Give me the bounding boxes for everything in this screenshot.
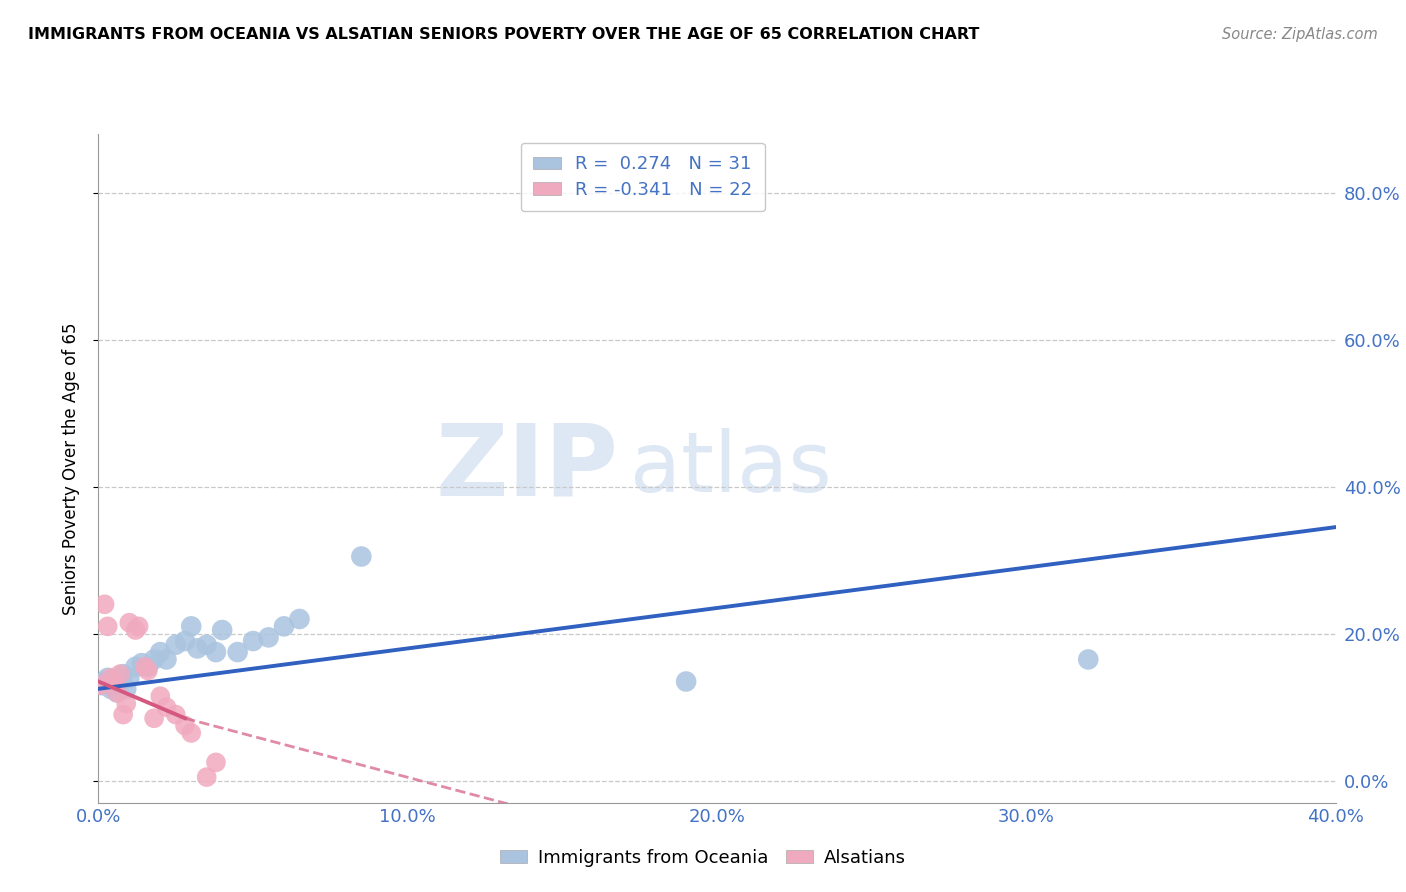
- Point: [93, 597, 115, 611]
- Point: [105, 685, 128, 699]
- Point: [180, 619, 202, 633]
- Point: [112, 667, 135, 681]
- Point: [128, 619, 150, 633]
- Text: Source: ZipAtlas.com: Source: ZipAtlas.com: [1222, 27, 1378, 42]
- Point: [103, 678, 125, 692]
- Point: [675, 674, 697, 689]
- Point: [115, 681, 138, 696]
- Point: [273, 619, 295, 633]
- Point: [186, 641, 208, 656]
- Text: atlas: atlas: [630, 428, 832, 508]
- Point: [1077, 652, 1099, 666]
- Point: [211, 623, 233, 637]
- Point: [242, 634, 264, 648]
- Point: [350, 549, 373, 564]
- Legend: Immigrants from Oceania, Alsatians: Immigrants from Oceania, Alsatians: [492, 842, 914, 874]
- Point: [155, 700, 177, 714]
- Point: [131, 656, 153, 670]
- Point: [112, 707, 135, 722]
- Point: [134, 660, 156, 674]
- Point: [195, 638, 218, 652]
- Point: [149, 689, 172, 703]
- Point: [143, 652, 166, 666]
- Point: [149, 645, 172, 659]
- Point: [93, 674, 115, 689]
- Text: ZIP: ZIP: [436, 420, 619, 516]
- Point: [90, 678, 112, 692]
- Point: [103, 674, 125, 689]
- Point: [124, 660, 146, 674]
- Point: [180, 726, 202, 740]
- Y-axis label: Seniors Poverty Over the Age of 65: Seniors Poverty Over the Age of 65: [62, 322, 80, 615]
- Point: [165, 707, 187, 722]
- Point: [118, 615, 141, 630]
- Point: [257, 631, 280, 645]
- Point: [100, 671, 122, 685]
- Point: [100, 681, 122, 696]
- Point: [105, 685, 128, 699]
- Point: [108, 674, 131, 689]
- Point: [124, 623, 146, 637]
- Point: [174, 634, 197, 648]
- Point: [288, 612, 311, 626]
- Point: [97, 619, 120, 633]
- Point: [143, 711, 166, 725]
- Point: [118, 671, 141, 685]
- Point: [90, 678, 112, 692]
- Point: [108, 667, 131, 681]
- Point: [97, 671, 120, 685]
- Point: [136, 660, 159, 674]
- Point: [155, 652, 177, 666]
- Point: [205, 645, 228, 659]
- Point: [115, 697, 138, 711]
- Point: [226, 645, 249, 659]
- Legend: R =  0.274   N = 31, R = -0.341   N = 22: R = 0.274 N = 31, R = -0.341 N = 22: [520, 143, 765, 211]
- Point: [136, 664, 159, 678]
- Point: [205, 756, 228, 770]
- Point: [174, 718, 197, 732]
- Text: IMMIGRANTS FROM OCEANIA VS ALSATIAN SENIORS POVERTY OVER THE AGE OF 65 CORRELATI: IMMIGRANTS FROM OCEANIA VS ALSATIAN SENI…: [28, 27, 980, 42]
- Point: [165, 638, 187, 652]
- Point: [195, 770, 218, 784]
